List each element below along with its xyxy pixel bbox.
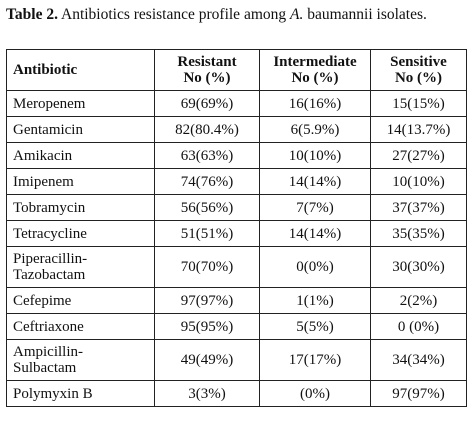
resistant-cell: 3(3%) (154, 380, 260, 407)
sensitive-cell: 30(30%) (370, 246, 467, 288)
intermediate-cell: 0(0%) (259, 246, 371, 288)
sensitive-cell: 14(13.7%) (370, 116, 467, 143)
antibiotic-cell: Tetracycline (6, 220, 155, 247)
sensitive-cell: 27(27%) (370, 142, 467, 169)
resistant-cell: 82(80.4%) (154, 116, 260, 143)
table-row: Tobramycin 56(56%) 7(7%) 37(37%) (6, 194, 467, 221)
table-row: Cefepime 97(97%) 1(1%) 2(2%) (6, 287, 467, 314)
sensitive-cell: 2(2%) (370, 287, 467, 314)
intermediate-cell: 14(14%) (259, 168, 371, 195)
antibiotic-cell: Amikacin (6, 142, 155, 169)
antibiotic-cell: Polymyxin B (6, 380, 155, 407)
table-row: Piperacillin- Tazobactam 70(70%) 0(0%) 30… (6, 246, 467, 288)
table-row: Tetracycline 51(51%) 14(14%) 35(35%) (6, 220, 467, 247)
resistant-cell: 63(63%) (154, 142, 260, 169)
table-row: Meropenem 69(69%) 16(16%) 15(15%) (6, 90, 467, 117)
intermediate-cell: 6(5.9%) (259, 116, 371, 143)
sensitive-cell: 37(37%) (370, 194, 467, 221)
resistant-cell: 69(69%) (154, 90, 260, 117)
table-row: Gentamicin 82(80.4%) 6(5.9%) 14(13.7%) (6, 116, 467, 143)
caption-text: Antibiotics resistance profile among (57, 6, 290, 23)
caption-genus: A. (290, 6, 304, 23)
header-resistant: Resistant No (%) (154, 49, 260, 91)
intermediate-cell: 17(17%) (259, 339, 371, 381)
antibiotic-cell: Meropenem (6, 90, 155, 117)
header-antibiotic: Antibiotic (6, 49, 155, 91)
intermediate-cell: 14(14%) (259, 220, 371, 247)
sensitive-cell: 10(10%) (370, 168, 467, 195)
intermediate-cell: 5(5%) (259, 313, 371, 340)
antibiotic-cell: Piperacillin- Tazobactam (6, 246, 155, 288)
intermediate-cell: 16(16%) (259, 90, 371, 117)
resistant-cell: 70(70%) (154, 246, 260, 288)
caption-label: Table 2. (6, 6, 58, 23)
table-caption: Table 2. Antibiotics resistance profile … (6, 5, 470, 24)
resistant-cell: 56(56%) (154, 194, 260, 221)
sensitive-cell: 15(15%) (370, 90, 467, 117)
intermediate-cell: 1(1%) (259, 287, 371, 314)
table-row: Polymyxin B 3(3%) (0%) 97(97%) (6, 380, 467, 407)
antibiotic-cell: Ampicillin- Sulbactam (6, 339, 155, 381)
intermediate-cell: 7(7%) (259, 194, 371, 221)
header-sensitive: Sensitive No (%) (370, 49, 467, 91)
table-row: Imipenem 74(76%) 14(14%) 10(10%) (6, 168, 467, 195)
sensitive-cell: 35(35%) (370, 220, 467, 247)
table-row: Ampicillin- Sulbactam 49(49%) 17(17%) 34(… (6, 339, 467, 381)
header-row: Antibiotic Resistant No (%) Intermediate N… (6, 49, 467, 91)
antibiotic-cell: Imipenem (6, 168, 155, 195)
antibiotic-cell: Gentamicin (6, 116, 155, 143)
caption-text-end: baumannii isolates. (303, 6, 427, 23)
intermediate-cell: (0%) (259, 380, 371, 407)
resistant-cell: 49(49%) (154, 339, 260, 381)
resistant-cell: 74(76%) (154, 168, 260, 195)
intermediate-cell: 10(10%) (259, 142, 371, 169)
antibiotic-cell: Cefepime (6, 287, 155, 314)
header-intermediate: Intermediate No (%) (259, 49, 371, 91)
sensitive-cell: 34(34%) (370, 339, 467, 381)
table-row: Ceftriaxone 95(95%) 5(5%) 0 (0%) (6, 313, 467, 340)
antibiotic-cell: Tobramycin (6, 194, 155, 221)
sensitive-cell: 97(97%) (370, 380, 467, 407)
sensitive-cell: 0 (0%) (370, 313, 467, 340)
resistance-table: Antibiotic Resistant No (%) Intermediate N… (6, 49, 467, 407)
antibiotic-cell: Ceftriaxone (6, 313, 155, 340)
resistant-cell: 97(97%) (154, 287, 260, 314)
resistant-cell: 95(95%) (154, 313, 260, 340)
resistant-cell: 51(51%) (154, 220, 260, 247)
table-row: Amikacin 63(63%) 10(10%) 27(27%) (6, 142, 467, 169)
